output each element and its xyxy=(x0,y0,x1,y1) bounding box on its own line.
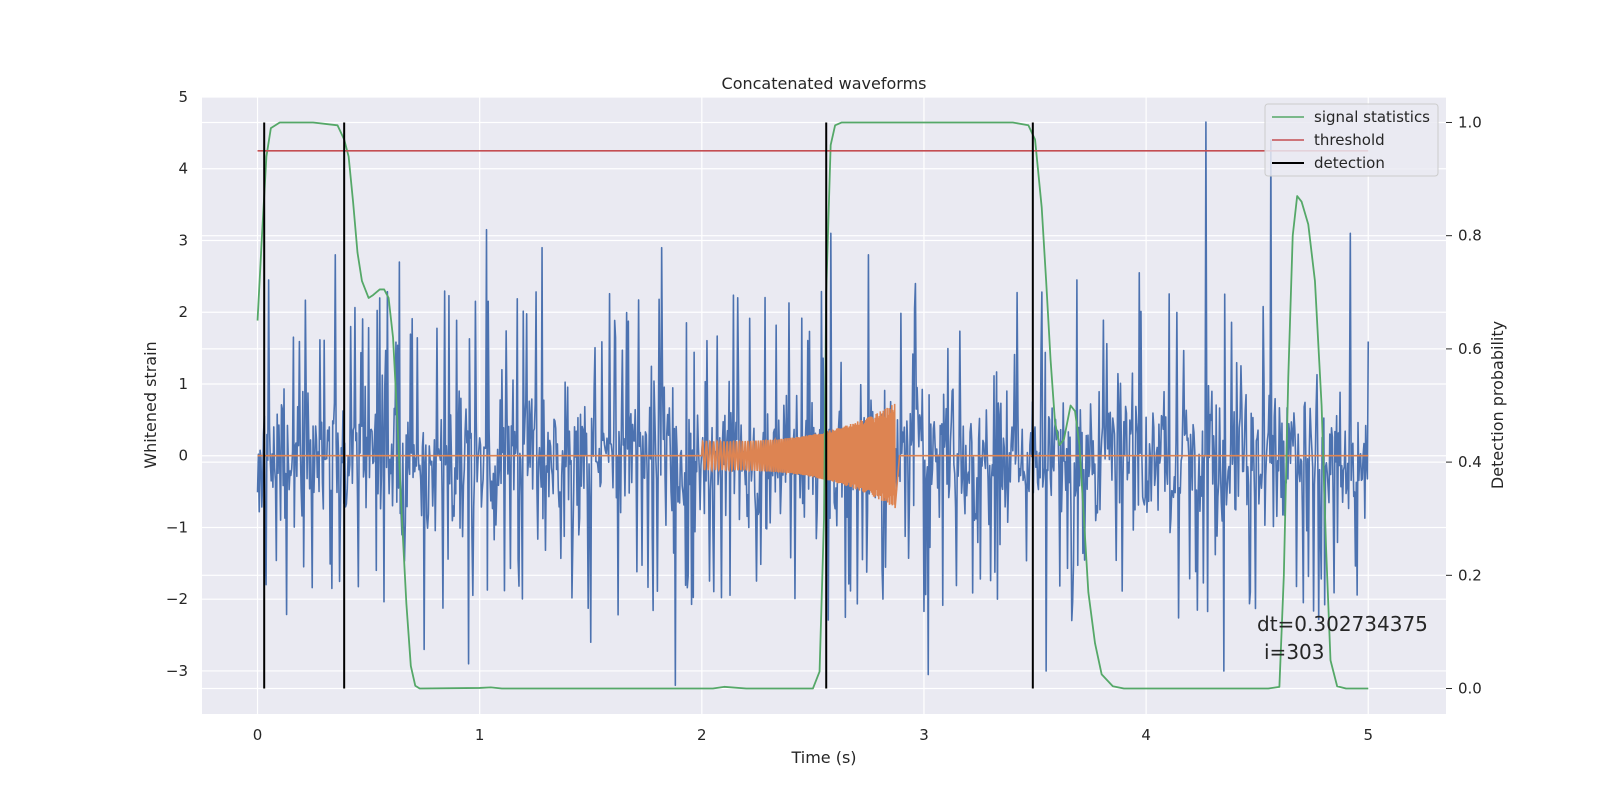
x-tick-label: 1 xyxy=(475,726,485,744)
legend-label-signal-statistics: signal statistics xyxy=(1314,108,1430,126)
left-y-tick-label: 2 xyxy=(178,303,188,321)
legend: signal statistics threshold detection xyxy=(1264,103,1439,177)
right-y-tick-label: 1.0 xyxy=(1458,113,1482,131)
series-line-waveform-template xyxy=(257,403,1369,509)
left-y-axis-label: Whitened strain xyxy=(141,341,160,468)
left-y-tick-label: −2 xyxy=(166,590,188,608)
left-y-tick-label: −1 xyxy=(166,518,188,536)
series-line-whitened-strain xyxy=(256,121,1370,687)
left-y-tick-label: 1 xyxy=(178,375,188,393)
right-y-tick-label: 0.0 xyxy=(1458,680,1482,698)
left-y-tick-labels: −3 −2 −1 0 1 2 3 4 5 xyxy=(166,88,188,680)
right-y-tick-label: 0.4 xyxy=(1458,453,1482,471)
x-tick-labels: 0 1 2 3 4 5 xyxy=(253,726,1373,744)
left-y-tick-label: 4 xyxy=(178,160,188,178)
x-tick-label: 5 xyxy=(1363,726,1373,744)
right-y-tick-label: 0.2 xyxy=(1458,566,1482,584)
x-tick-label: 4 xyxy=(1141,726,1151,744)
left-y-tick-label: 5 xyxy=(178,88,188,106)
x-tick-label: 3 xyxy=(919,726,929,744)
right-y-tick-label: 0.8 xyxy=(1458,227,1482,245)
right-y-axis-label: Detection probability xyxy=(1488,321,1507,489)
x-tick-label: 0 xyxy=(253,726,263,744)
plot-area xyxy=(256,121,1370,690)
annotation-i: i=303 xyxy=(1264,640,1325,664)
series-line-signal-statistics xyxy=(256,121,1369,690)
right-y-tick-labels: 0.0 0.2 0.4 0.6 0.8 1.0 xyxy=(1446,113,1482,698)
left-y-tick-label: 3 xyxy=(178,231,188,249)
legend-box xyxy=(1264,103,1439,177)
legend-label-detection: detection xyxy=(1314,154,1385,172)
right-y-tick-label: 0.6 xyxy=(1458,340,1482,358)
left-y-tick-label: −3 xyxy=(166,662,188,680)
x-axis-label: Time (s) xyxy=(790,748,856,767)
x-tick-label: 2 xyxy=(697,726,707,744)
left-y-tick-label: 0 xyxy=(178,447,188,465)
legend-label-threshold: threshold xyxy=(1314,131,1385,149)
annotation-dt: dt=0.302734375 xyxy=(1257,612,1428,636)
chart-title: Concatenated waveforms xyxy=(722,74,927,93)
